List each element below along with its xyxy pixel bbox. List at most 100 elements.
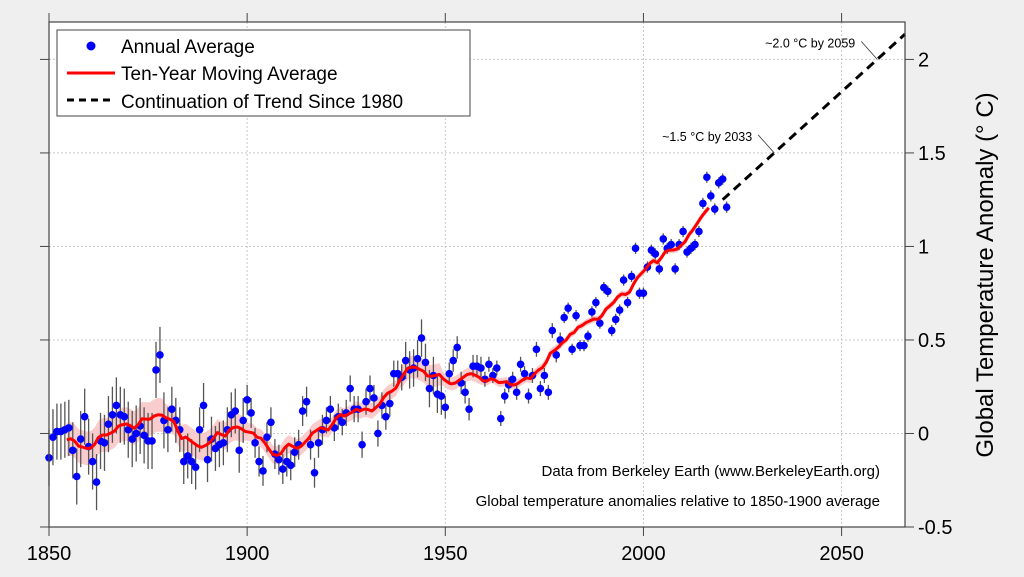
annual-point	[631, 244, 640, 253]
annual-point	[401, 356, 410, 365]
annotation-leader	[757, 134, 775, 154]
x-tick-label: 2000	[621, 543, 666, 565]
x-tick-label: 1950	[423, 543, 468, 565]
moving-average-line	[66, 206, 710, 457]
trend-line	[721, 33, 907, 201]
annotation-leader	[860, 41, 878, 60]
annual-point	[191, 463, 200, 471]
annotation-2c: ~2.0 °C by 2059	[765, 36, 855, 50]
annotations: ~2.0 °C by 2059 ~1.5 °C by 2033	[662, 36, 878, 154]
annual-point	[413, 354, 422, 363]
annual-point	[76, 435, 85, 443]
trend-path	[721, 33, 907, 201]
legend-label-annual: Annual Average	[121, 37, 255, 58]
annual-point	[496, 414, 505, 423]
annual-point	[671, 265, 679, 273]
annual-point	[655, 265, 664, 273]
annual-point	[710, 205, 719, 213]
annual-point	[88, 457, 97, 466]
annual-point	[477, 364, 485, 372]
annual-point	[259, 467, 267, 475]
annual-point	[441, 403, 450, 412]
annual-point	[132, 429, 140, 438]
annual-point	[255, 457, 263, 466]
annual-point	[251, 439, 259, 447]
annual-point	[267, 418, 275, 427]
annual-point	[310, 468, 319, 477]
annual-point	[104, 420, 113, 428]
annual-point	[516, 360, 525, 369]
annual-point	[615, 306, 624, 314]
annual-point	[199, 401, 208, 410]
annual-point	[560, 313, 568, 322]
annual-point	[100, 439, 109, 447]
legend-label-moving-average: Ten-Year Moving Average	[121, 64, 338, 85]
annual-point	[584, 332, 592, 341]
annual-point	[417, 334, 426, 342]
annual-point	[290, 448, 299, 456]
annual-point	[718, 175, 727, 183]
legend-marker-annual	[86, 41, 96, 51]
y-tick-label: 1.5	[918, 143, 946, 165]
annual-point	[128, 435, 137, 443]
annual-point	[374, 429, 382, 438]
annual-point	[156, 351, 164, 359]
annual-point	[112, 401, 121, 410]
annual-point	[580, 341, 588, 350]
annual-point	[695, 227, 703, 236]
annual-point	[49, 433, 57, 442]
x-tick-label: 2050	[819, 543, 864, 565]
axis-ticks	[40, 13, 914, 536]
annual-point	[148, 437, 156, 445]
annual-point	[338, 418, 347, 427]
annual-point	[603, 287, 612, 296]
annual-point	[108, 410, 117, 419]
annual-point	[195, 425, 204, 434]
moving-average-path	[66, 206, 710, 457]
annual-point	[722, 203, 731, 211]
annual-point	[183, 452, 192, 460]
annual-point	[544, 388, 553, 397]
y-tick-label: -0.5	[918, 517, 952, 539]
annual-point	[219, 439, 228, 447]
annual-point	[203, 455, 212, 464]
annual-point	[362, 397, 370, 406]
annual-point	[512, 388, 521, 397]
annual-point	[485, 360, 493, 369]
plot-frame	[48, 21, 906, 528]
annual-point	[279, 465, 287, 473]
y-tick-label: 0.5	[918, 330, 946, 352]
annual-point	[453, 343, 461, 352]
annual-point	[286, 461, 295, 470]
annual-point	[592, 298, 600, 307]
annual-point	[619, 276, 628, 284]
annual-point	[461, 388, 469, 397]
annual-point	[358, 440, 366, 449]
annual-point	[298, 407, 307, 415]
annual-point	[346, 384, 354, 393]
annual-point	[140, 431, 148, 440]
annual-point	[425, 384, 434, 393]
annual-point	[639, 289, 648, 298]
annual-point	[568, 345, 576, 354]
annual-point	[247, 409, 255, 417]
annual-point	[168, 405, 176, 413]
annual-point	[322, 416, 331, 425]
annual-point	[627, 272, 636, 281]
annual-point	[703, 173, 711, 182]
annual-point	[68, 446, 77, 455]
annual-point	[520, 369, 529, 378]
source-note: Data from Berkeley Earth (www.BerkeleyEa…	[542, 463, 880, 480]
annual-point	[548, 326, 557, 335]
annual-point	[691, 240, 699, 249]
y-axis-label: Global Temperature Anomaly (° C)	[972, 92, 999, 457]
annotation-1-5c: ~1.5 °C by 2033	[662, 130, 752, 144]
annual-point	[80, 412, 89, 421]
annual-point	[445, 369, 454, 378]
annual-point	[239, 416, 247, 425]
y-tick-label: 0	[918, 423, 929, 445]
annual-point	[72, 472, 81, 481]
annual-point	[314, 439, 323, 447]
annual-point	[437, 392, 446, 400]
